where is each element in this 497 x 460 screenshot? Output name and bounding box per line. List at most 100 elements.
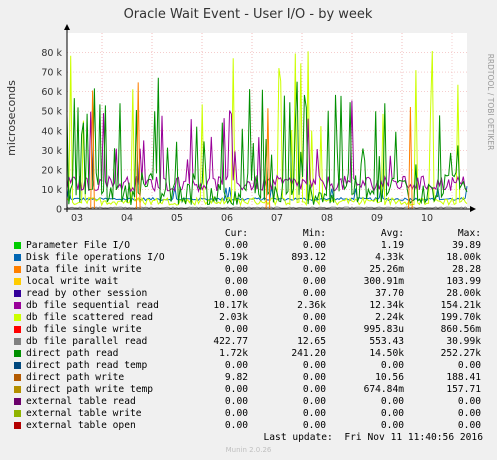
x-tick-label: 04 (121, 213, 133, 224)
legend-row: db file scattered read 2.03k 0.00 2.24k 199.… (0, 312, 497, 324)
legend-min: 0.00 (302, 288, 326, 299)
legend-max: 28.00k (446, 288, 481, 299)
legend-header-max: Max: (457, 228, 481, 239)
legend-row: local write wait 0.00 0.00 300.91m 103.99 (0, 276, 497, 288)
legend-swatch (14, 350, 21, 357)
legend-row: db file parallel read 422.77 12.65 553.43 30… (0, 336, 497, 348)
legend-label: db file parallel read (26, 336, 148, 347)
y-tick-label: 60 k (41, 87, 62, 98)
legend-swatch (14, 254, 21, 261)
legend-cur: 0.00 (224, 408, 248, 419)
y-tick-label: 10 k (41, 185, 62, 196)
x-tick-label: 08 (321, 213, 333, 224)
legend-avg: 0.00 (380, 408, 404, 419)
legend-swatch (14, 362, 21, 369)
legend-min: 0.00 (302, 276, 326, 287)
legend-row: external table write 0.00 0.00 0.00 0.00 (0, 408, 497, 420)
legend-max: 188.41 (446, 372, 481, 383)
legend-max: 18.00k (446, 252, 481, 263)
legend-min: 0.00 (302, 324, 326, 335)
legend-row: external table read 0.00 0.00 0.00 0.00 (0, 396, 497, 408)
legend-avg: 14.50k (369, 348, 404, 359)
y-tick-label: 70 k (41, 68, 62, 79)
x-tick-labels: 03 04 05 06 07 08 09 10 (71, 213, 433, 224)
legend-label: local write wait (26, 276, 119, 287)
y-tick-labels: 0 10 k 20 k 30 k 40 k 50 k 60 k 70 k 80 k (41, 48, 62, 215)
y-tick-label: 50 k (41, 107, 62, 118)
legend-label: direct path read temp (26, 360, 148, 371)
rrdtool-watermark: RRDTOOL / TOBI OETIKER (486, 54, 495, 151)
legend-label: external table write (26, 408, 142, 419)
legend-cur: 0.00 (224, 384, 248, 395)
munin-version: Munin 2.0.26 (225, 446, 272, 454)
legend-label: direct path write (26, 372, 125, 383)
legend-avg: 4.33k (375, 252, 404, 263)
legend-min: 0.00 (302, 312, 326, 323)
legend-row: read by other session 0.00 0.00 37.70 28.00k (0, 288, 497, 300)
legend-swatch (14, 374, 21, 381)
legend-avg: 0.00 (380, 420, 404, 431)
legend-cur: 0.00 (224, 264, 248, 275)
series-line-db-file-parallel-read (66, 206, 468, 209)
legend-label: Data file init write (26, 264, 142, 275)
legend-min: 0.00 (302, 264, 326, 275)
legend-header-row: Cur: Min: Avg: Max: (0, 228, 497, 240)
series-lines (66, 50, 468, 210)
legend-max: 154.21k (440, 300, 481, 311)
x-tick-label: 06 (221, 213, 233, 224)
legend-avg: 1.19 (380, 240, 404, 251)
legend-row: direct path read 1.72k 241.20 14.50k 252.27k (0, 348, 497, 360)
legend-row: Parameter File I/O 0.00 0.00 1.19 39.89 (0, 240, 497, 252)
y-tick-label: 30 k (41, 146, 62, 157)
last-update: Last update: Fri Nov 11 11:40:56 2016 (263, 432, 484, 443)
legend-label: db file single write (26, 324, 142, 335)
legend-swatch (14, 290, 21, 297)
legend-cur: 10.17k (213, 300, 248, 311)
legend-max: 252.27k (440, 348, 481, 359)
legend-swatch (14, 266, 21, 273)
x-tick-label: 03 (71, 213, 83, 224)
legend-label: db file scattered read (26, 312, 154, 323)
legend-max: 860.56m (440, 324, 481, 335)
legend-cur: 0.00 (224, 420, 248, 431)
legend-min: 893.12 (291, 252, 326, 263)
legend-min: 0.00 (302, 372, 326, 383)
legend-min: 0.00 (302, 384, 326, 395)
legend-avg: 25.26m (369, 264, 404, 275)
x-tick-label: 10 (421, 213, 433, 224)
y-tick-label: 20 k (41, 165, 62, 176)
legend-header-min: Min: (302, 228, 326, 239)
legend-swatch (14, 242, 21, 249)
chart-title: Oracle Wait Event - User I/O - by week (124, 7, 373, 22)
legend-swatch (14, 422, 21, 429)
legend-swatch (14, 386, 21, 393)
legend-avg: 300.91m (363, 276, 404, 287)
legend-row: Disk file operations I/O 5.19k 893.12 4.33k… (0, 252, 497, 264)
legend-header-avg: Avg: (380, 228, 404, 239)
legend-cur: 1.72k (219, 348, 248, 359)
legend-avg: 37.70 (375, 288, 404, 299)
legend-cur: 5.19k (219, 252, 248, 263)
legend-label: external table open (26, 420, 136, 431)
x-axis-arrow (470, 206, 476, 212)
y-axis-label: microseconds (5, 80, 18, 156)
legend-avg: 12.34k (369, 300, 404, 311)
legend-avg: 2.24k (375, 312, 404, 323)
legend-max: 157.71 (446, 384, 481, 395)
y-tick-label: 80 k (41, 48, 62, 59)
legend-cur: 0.00 (224, 240, 248, 251)
legend-cur: 2.03k (219, 312, 248, 323)
series-line-db-file-scattered-read (66, 50, 468, 207)
y-axis-arrow (64, 24, 70, 30)
legend-header-cur: Cur: (224, 228, 248, 239)
y-tick-label: 40 k (41, 126, 62, 137)
series-line-disk-file-operations-i-o (66, 186, 468, 202)
legend-max: 103.99 (446, 276, 481, 287)
legend-swatch (14, 410, 21, 417)
legend-min: 241.20 (291, 348, 326, 359)
legend-cur: 9.82 (224, 372, 248, 383)
legend-cur: 0.00 (224, 288, 248, 299)
legend-cur: 0.00 (224, 396, 248, 407)
chart-canvas: Oracle Wait Event - User I/O - by week m… (5, 7, 495, 224)
legend-min: 2.36k (297, 300, 326, 311)
